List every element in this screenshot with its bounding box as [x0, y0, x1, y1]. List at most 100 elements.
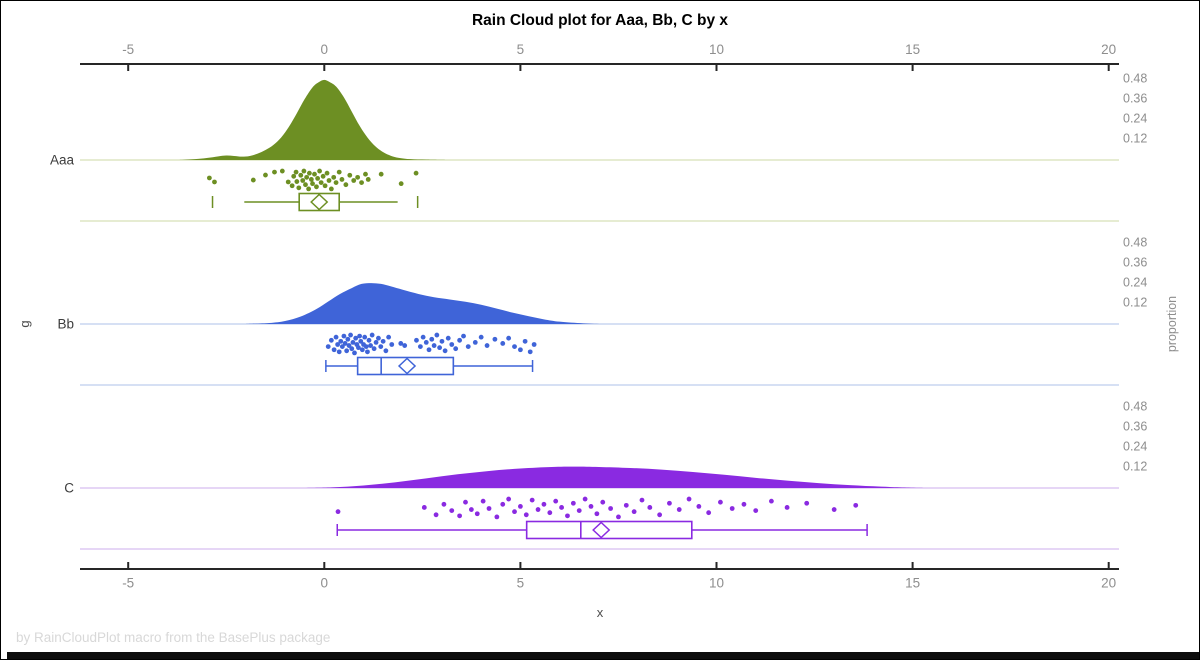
- proportion-tick-label: 0.24: [1123, 275, 1147, 289]
- proportion-tick-label: 0.48: [1123, 71, 1147, 85]
- data-point: [472, 340, 478, 345]
- density-curve: [245, 283, 603, 324]
- data-point: [317, 168, 322, 174]
- data-point: [729, 506, 735, 511]
- data-point: [431, 343, 437, 348]
- group-c: C 0.48 0.36 0.24 0.12: [64, 399, 1147, 550]
- data-point: [308, 177, 314, 182]
- data-point: [402, 343, 408, 348]
- data-point: [465, 344, 471, 349]
- y-axis-label: g: [17, 320, 32, 327]
- mean-diamond: [397, 357, 417, 375]
- data-point: [553, 498, 559, 504]
- footer-credit: by RainCloudPlot macro from the BasePlus…: [16, 630, 331, 645]
- data-point: [348, 332, 353, 338]
- data-point: [449, 342, 455, 347]
- top-tick-label: 10: [709, 42, 724, 57]
- data-point: [576, 508, 582, 513]
- data-point: [657, 512, 663, 518]
- top-tick-label: -5: [122, 42, 134, 57]
- data-point: [541, 501, 547, 507]
- data-point: [366, 337, 372, 343]
- data-point: [445, 335, 451, 341]
- data-point: [365, 349, 370, 355]
- data-point: [437, 345, 443, 351]
- y2-axis-label: proportion: [1165, 296, 1179, 352]
- data-point: [339, 177, 345, 182]
- proportion-tick-label: 0.12: [1123, 295, 1147, 309]
- data-point: [506, 335, 512, 341]
- data-point: [718, 499, 723, 505]
- proportion-tick-label: 0.48: [1123, 235, 1147, 249]
- top-tick-label: 20: [1101, 42, 1116, 57]
- data-point: [523, 512, 529, 518]
- data-point: [492, 336, 498, 342]
- data-point: [500, 501, 506, 507]
- axes: -5 -5 0 0 5 5 10 10 15 15 20 20: [80, 42, 1119, 591]
- category-label: Aaa: [50, 153, 75, 168]
- data-point: [463, 499, 468, 505]
- data-point: [312, 171, 317, 177]
- data-point: [608, 506, 614, 511]
- data-point: [324, 170, 330, 176]
- data-point: [518, 504, 523, 509]
- x-axis-label: x: [597, 605, 604, 620]
- data-point: [484, 343, 490, 348]
- bottom-tick-label: -5: [122, 576, 134, 591]
- data-point: [506, 496, 512, 502]
- data-point: [486, 506, 492, 511]
- data-point: [500, 341, 506, 346]
- data-point: [304, 174, 310, 180]
- proportion-tick-label: 0.36: [1123, 419, 1147, 433]
- data-point: [362, 334, 368, 340]
- data-point: [559, 505, 564, 510]
- data-point: [293, 169, 299, 175]
- data-point: [380, 338, 386, 344]
- data-point: [343, 182, 349, 188]
- data-point: [357, 333, 362, 339]
- data-point: [335, 342, 341, 347]
- data-point: [363, 344, 369, 349]
- jitter-points: [325, 332, 537, 356]
- category-label: Bb: [57, 317, 74, 332]
- data-point: [639, 497, 645, 503]
- data-point: [345, 336, 351, 342]
- data-point: [322, 183, 328, 189]
- data-point: [441, 501, 447, 507]
- data-point: [853, 502, 859, 508]
- group-aaa: Aaa 0.48 0.36 0.24 0.12: [50, 71, 1147, 222]
- data-point: [594, 511, 600, 517]
- data-point: [686, 496, 692, 502]
- data-point: [667, 500, 672, 506]
- data-point: [531, 342, 537, 347]
- category-label: C: [64, 481, 74, 496]
- data-point: [359, 347, 365, 353]
- data-point: [294, 179, 300, 184]
- data-point: [371, 346, 377, 352]
- data-point: [298, 172, 304, 178]
- data-point: [389, 342, 395, 347]
- data-point: [461, 333, 466, 339]
- data-point: [494, 514, 500, 520]
- data-point: [582, 496, 588, 502]
- data-point: [433, 512, 439, 518]
- mean-diamond: [592, 521, 611, 539]
- chart-title: Rain Cloud plot for Aaa, Bb, C by x: [471, 12, 729, 29]
- data-point: [291, 173, 297, 179]
- data-point: [347, 172, 353, 178]
- data-point: [449, 508, 455, 513]
- data-point: [318, 180, 324, 186]
- data-point: [341, 333, 347, 339]
- data-point: [250, 177, 256, 183]
- data-point: [373, 340, 379, 345]
- data-point: [320, 173, 326, 179]
- data-point: [600, 499, 606, 505]
- data-point: [339, 344, 345, 349]
- data-point: [356, 345, 361, 351]
- data-point: [352, 350, 357, 356]
- proportion-tick-label: 0.48: [1123, 399, 1147, 413]
- data-point: [631, 509, 637, 515]
- data-point: [285, 179, 291, 185]
- data-point: [429, 336, 435, 342]
